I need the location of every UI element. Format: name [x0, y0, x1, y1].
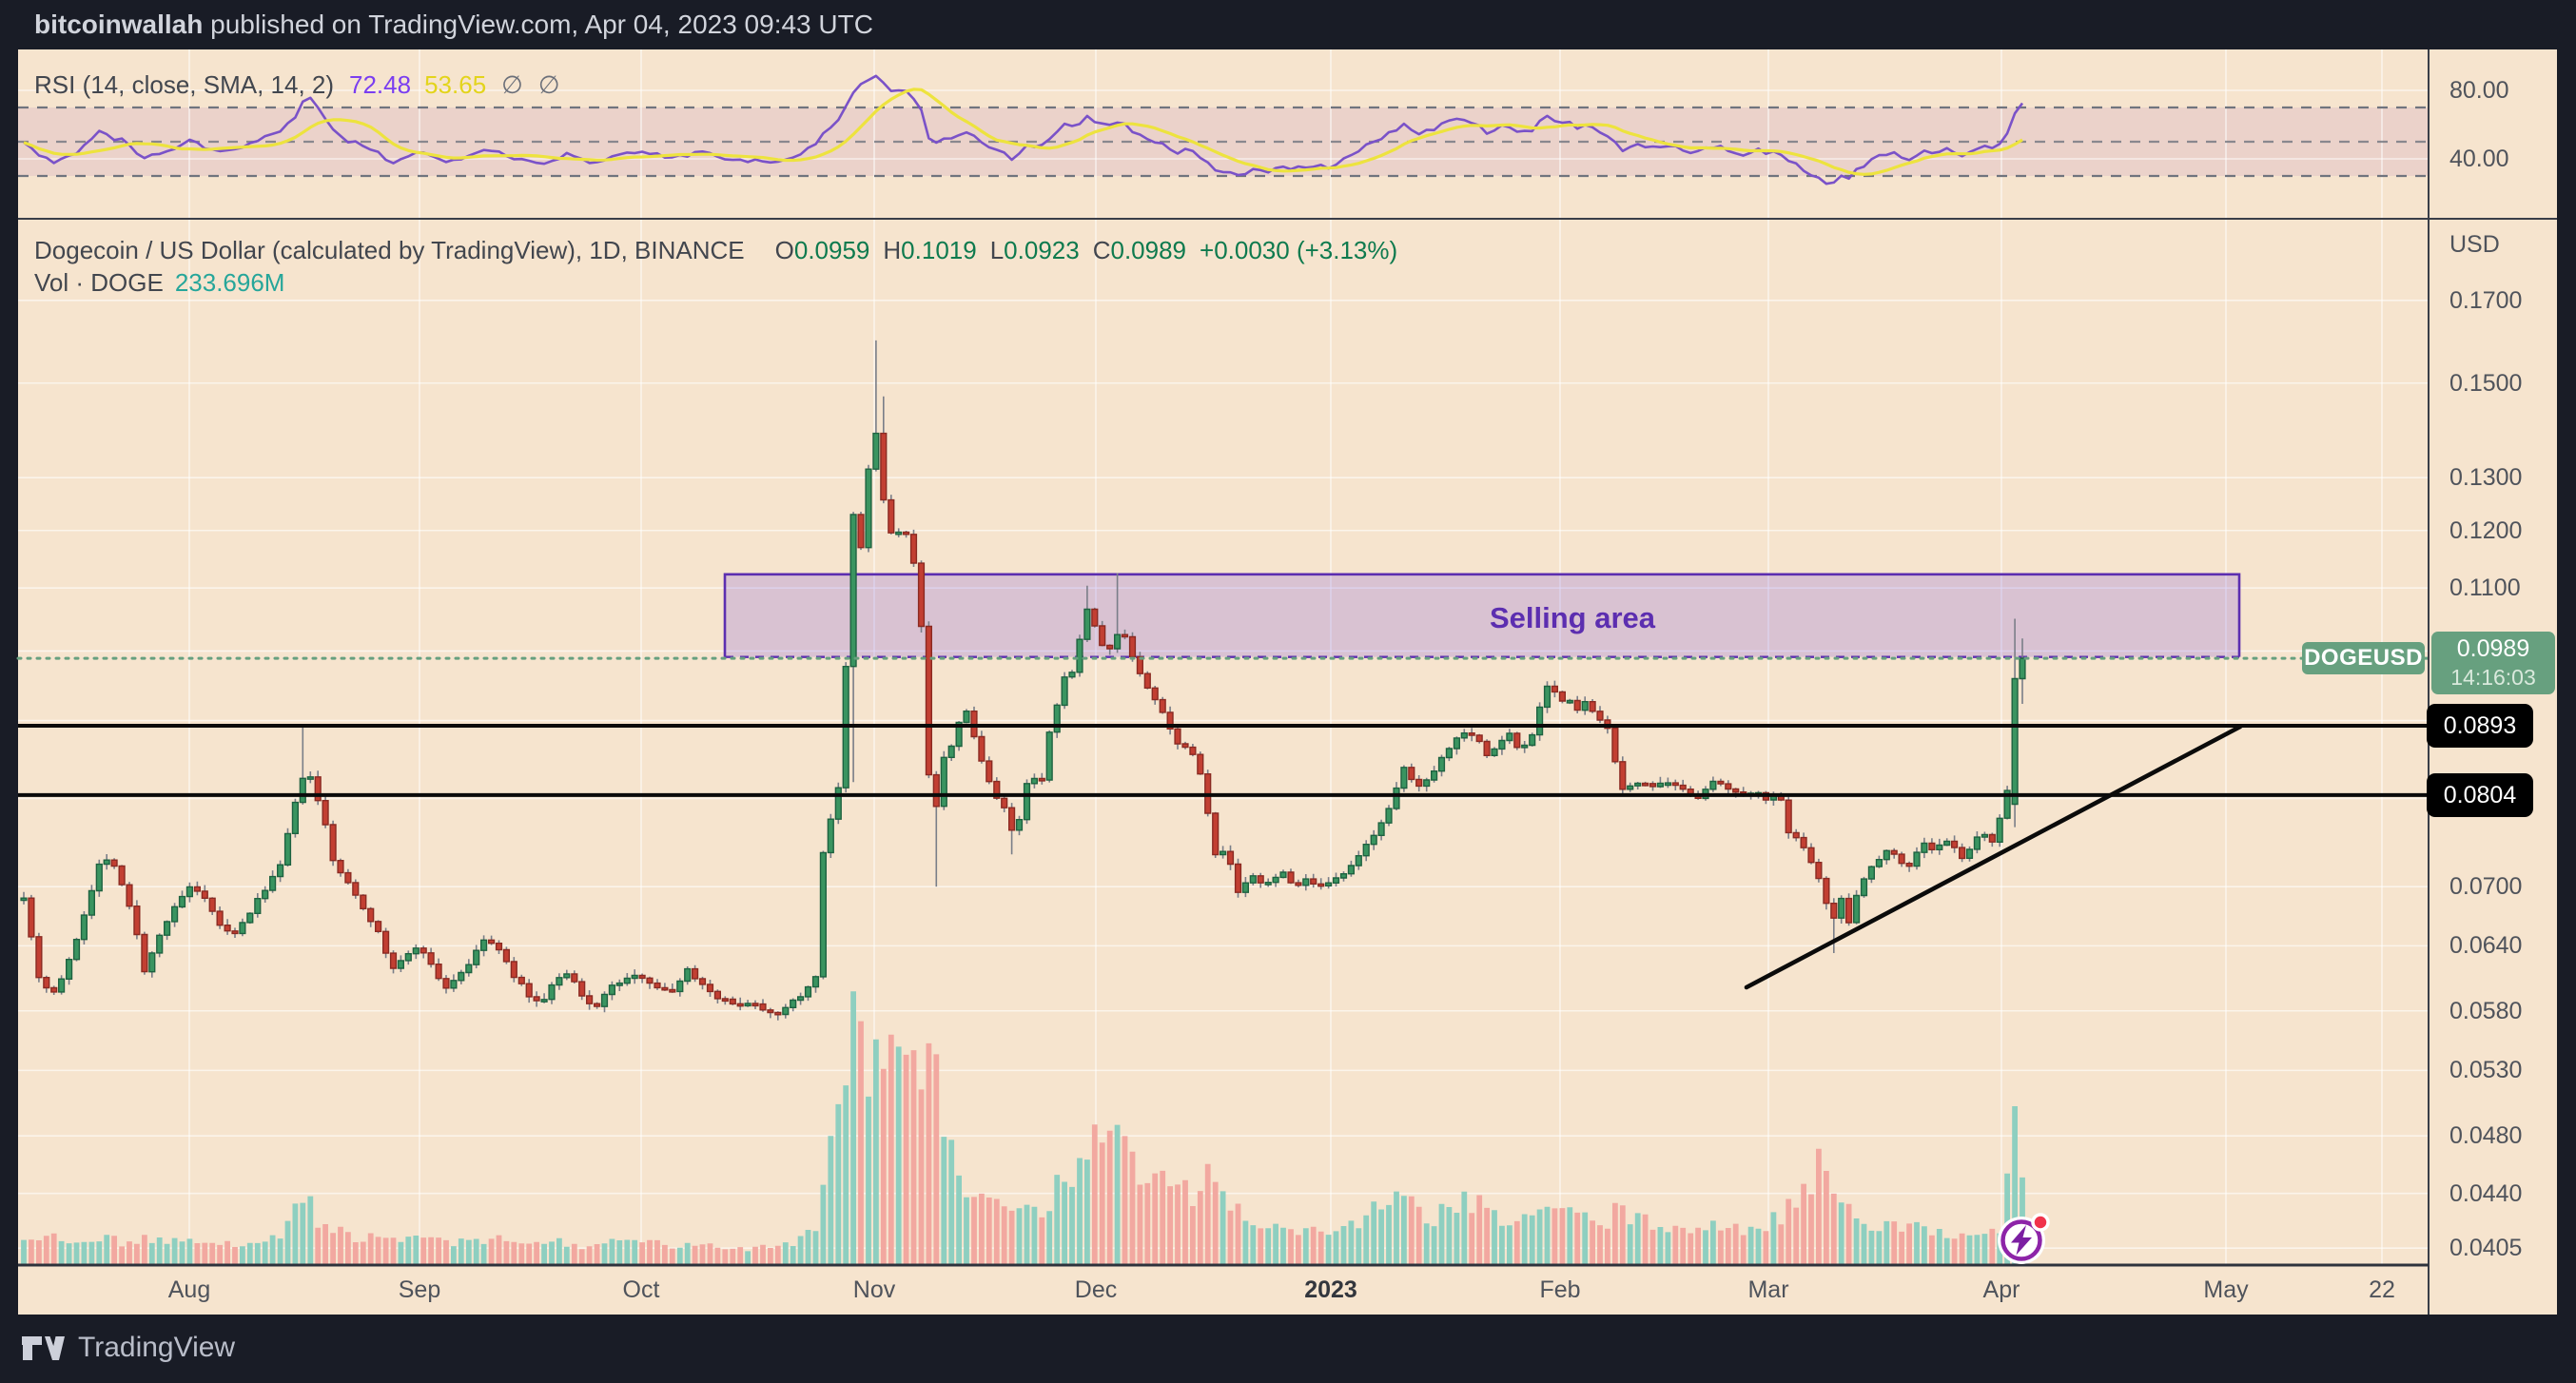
price-tick-label: 0.1500	[2449, 369, 2523, 397]
time-axis-label: Oct	[622, 1276, 660, 1303]
time-axis-label: Sep	[398, 1276, 441, 1303]
symbol-legend[interactable]: Dogecoin / US Dollar (calculated by Trad…	[34, 236, 1397, 265]
time-axis-label: Feb	[1539, 1276, 1581, 1303]
tradingview-logo-icon	[22, 1335, 65, 1360]
high-value: 0.1019	[901, 236, 977, 264]
time-axis-label: Aug	[167, 1276, 211, 1303]
chart-background	[18, 49, 2557, 1315]
price-tick-label: 0.0700	[2449, 873, 2523, 901]
high-key: H	[883, 236, 902, 264]
rsi-sma-value: 53.65	[424, 70, 487, 99]
time-axis-label: Nov	[852, 1276, 896, 1303]
volume-label: Vol · DOGE	[34, 268, 164, 297]
low-key: L	[989, 236, 1005, 264]
price-tick-label: 0.0640	[2449, 932, 2523, 960]
candle-bodies-up	[20, 432, 2026, 1016]
last-price-badge: 0.0989 14:16:03	[2431, 632, 2555, 694]
close-key: C	[1092, 236, 1111, 264]
price-tick-label: 0.0440	[2449, 1179, 2523, 1207]
rsi-tick-label: 80.00	[2449, 77, 2509, 104]
idea-flash-icon[interactable]	[1991, 1211, 2054, 1272]
axis-currency-label: USD	[2449, 231, 2500, 258]
open-key: O	[774, 236, 794, 264]
volume-value: 233.696M	[174, 268, 285, 297]
trend-line	[1744, 724, 2243, 990]
rsi-tick-label: 40.00	[2449, 146, 2509, 172]
price-tick-label: 0.1700	[2449, 286, 2523, 314]
price-tick-label: 0.0405	[2449, 1235, 2523, 1262]
symbol-title: Dogecoin / US Dollar (calculated by Trad…	[34, 236, 745, 264]
price-tick-label: 0.1300	[2449, 464, 2523, 492]
level-price-badge: 0.0893	[2427, 704, 2533, 748]
selling-area-label[interactable]: Selling area	[1489, 601, 1656, 634]
low-value: 0.0923	[1004, 236, 1080, 264]
volume-bars-down	[29, 1021, 1996, 1265]
author-name: bitcoinwallah	[34, 10, 204, 39]
price-tick-label: 0.1200	[2449, 516, 2523, 544]
publish-bar: bitcoinwallah published on TradingView.c…	[0, 0, 2576, 49]
symbol-price-tag: DOGEUSD	[2302, 642, 2425, 674]
rsi-label: RSI (14, close, SMA, 14, 2)	[34, 70, 335, 99]
selling-area-border	[723, 573, 2241, 657]
tradingview-logo[interactable]: TradingView	[21, 1332, 235, 1364]
bar-countdown: 14:16:03	[2450, 665, 2536, 690]
price-tick-label: 0.1100	[2449, 575, 2521, 602]
publish-info: published on TradingView.com, Apr 04, 20…	[203, 10, 873, 39]
close-value: 0.0989	[1110, 236, 1187, 264]
change-value: +0.0030 (+3.13%)	[1200, 236, 1398, 264]
rsi-sma-line	[23, 88, 2023, 176]
time-axis-label: Dec	[1074, 1276, 1118, 1303]
rsi-indicator-legend[interactable]: RSI (14, close, SMA, 14, 2) 72.48 53.65 ∅ ∅	[34, 70, 559, 100]
volume-legend[interactable]: Vol · DOGE 233.696M	[34, 268, 284, 298]
time-axis-label: Apr	[1982, 1276, 2020, 1303]
price-tick-label: 0.0480	[2449, 1122, 2523, 1150]
level-price-badge: 0.0804	[2427, 772, 2533, 817]
empty-set-icon: ∅	[501, 70, 523, 99]
last-price-value: 0.0989	[2456, 635, 2530, 662]
rsi-value: 72.48	[349, 70, 412, 99]
tradingview-logo-text: TradingView	[78, 1332, 236, 1363]
selling-area-zone	[725, 574, 2239, 657]
candle-bodies-down	[28, 432, 1996, 1016]
rsi-line	[23, 74, 2024, 185]
time-axis-label: 2023	[1304, 1276, 1357, 1303]
price-tick-label: 0.0530	[2449, 1057, 2523, 1084]
ohlc-values: O0.0959 H0.1019 L0.0923 C0.0989 +0.0030 (+3.…	[762, 236, 1398, 264]
price-tick-label: 0.0580	[2449, 997, 2523, 1024]
time-axis-label: 22	[2369, 1276, 2395, 1303]
time-axis-label: May	[2203, 1276, 2249, 1303]
time-axis-label: Mar	[1747, 1276, 1789, 1303]
open-value: 0.0959	[793, 236, 870, 264]
empty-set-icon: ∅	[537, 70, 560, 99]
